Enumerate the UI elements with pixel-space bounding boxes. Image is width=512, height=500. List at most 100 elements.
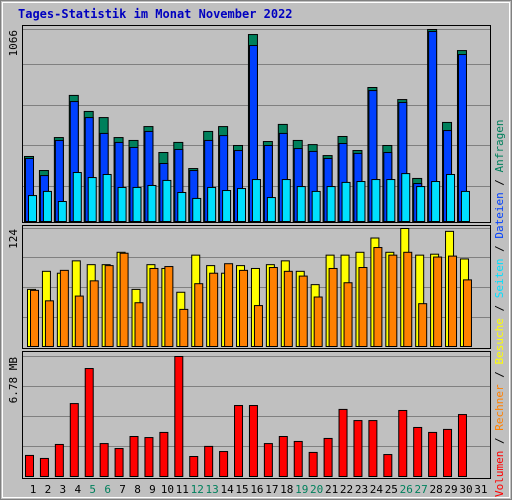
x-tick-label: 10 [161,483,174,496]
x-tick-label: 28 [429,483,442,496]
bar [89,280,99,348]
bar [403,251,413,348]
bar [293,440,303,477]
bar [328,267,338,347]
bar [308,451,318,477]
bar [431,181,441,223]
bar [224,263,234,348]
x-tick-label: 21 [325,483,338,496]
bar [149,267,159,347]
bar [313,296,323,348]
bar [296,186,306,223]
bar [418,303,428,348]
bar [460,190,470,223]
bar [222,190,232,223]
x-tick-label: 5 [89,483,96,496]
bar [413,426,423,477]
bar [132,186,142,222]
bar [194,283,204,347]
bar [129,436,139,477]
legend-entry: Dateien [493,192,506,238]
bar [84,368,94,477]
bar [239,269,249,348]
x-tick-label: 2 [45,483,52,496]
x-tick-label: 24 [370,483,384,496]
legend-entry: Besuche [493,318,506,364]
bar [298,275,308,348]
x-tick-label: 19 [295,483,308,496]
legend-separator: / [493,172,506,192]
x-tick-label: 16 [250,483,263,496]
legend-entry: Rechner [493,384,506,431]
bar [356,181,366,223]
bar [234,405,244,477]
bar [72,172,82,223]
legend-separator: / [493,365,506,385]
bar [30,289,39,347]
bar [114,448,124,478]
bar [311,190,321,223]
x-tick-label: 17 [265,483,278,496]
bar [159,431,169,477]
bar [283,270,293,347]
bar [268,267,278,348]
bar [39,457,49,477]
bar [189,456,199,477]
bar [383,454,393,478]
bar [164,266,174,347]
legend-entry: Volumen [493,451,506,497]
bar [74,295,84,347]
x-tick-label: 7 [119,483,126,496]
bar [207,186,217,222]
bar [281,179,291,222]
bar [323,437,333,477]
bar [192,197,202,222]
bar [147,184,157,223]
legend-separator: / [493,239,506,259]
bar [457,414,467,478]
x-tick-label: 15 [235,483,248,496]
bar [162,179,172,223]
bar [99,443,109,478]
bar [263,443,273,478]
bar [446,173,456,222]
bar [25,454,34,477]
bar [237,188,247,222]
bar [57,201,67,223]
x-tick-label: 14 [220,483,234,496]
bar [443,428,453,477]
x-tick-label: 1 [30,483,37,496]
bar [134,302,144,347]
bar [59,269,69,348]
bar [433,256,443,348]
bar [388,254,398,347]
bar [371,179,381,222]
bar [179,308,189,347]
bar [44,300,54,347]
bar [177,192,187,222]
legend-entry: Anfragen [493,119,506,172]
bar [358,267,368,348]
bar [401,173,411,222]
bar [341,181,351,222]
bar [117,186,127,222]
bar [87,177,97,223]
bar [416,186,426,223]
bar [174,356,184,477]
bar [69,403,79,478]
bar [368,420,378,478]
legend-separator: / [493,431,506,451]
bar [373,247,383,347]
bar [28,195,37,223]
bar [209,272,219,347]
bar [386,179,396,222]
bar [338,408,348,477]
x-tick-label: 29 [444,483,457,496]
bar [428,431,438,477]
x-tick-label: 11 [176,483,189,496]
legend-separator: / [493,298,506,318]
bar [144,437,154,478]
x-tick-label: 9 [149,483,156,496]
